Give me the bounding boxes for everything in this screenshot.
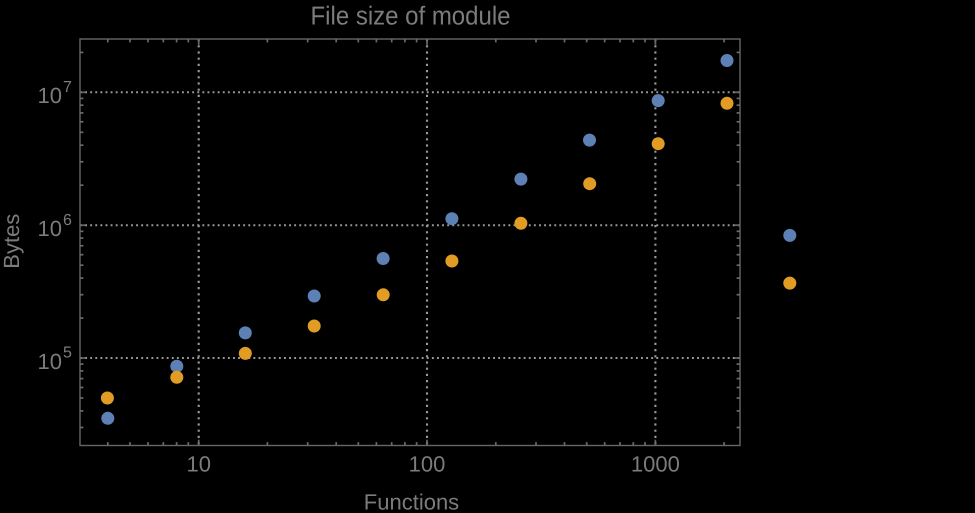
svg-text:10: 10 xyxy=(38,216,62,241)
svg-text:Bytes: Bytes xyxy=(0,214,24,269)
svg-text:File size of module: File size of module xyxy=(311,1,511,31)
svg-text:10: 10 xyxy=(38,83,62,108)
svg-text:6: 6 xyxy=(63,212,72,229)
svg-text:1000: 1000 xyxy=(631,452,680,477)
svg-text:7: 7 xyxy=(63,79,72,96)
svg-text:Functions: Functions xyxy=(364,490,459,513)
svg-text:10: 10 xyxy=(38,349,62,374)
svg-text:100: 100 xyxy=(409,452,446,477)
svg-text:5: 5 xyxy=(63,345,72,362)
svg-text:10: 10 xyxy=(186,452,210,477)
